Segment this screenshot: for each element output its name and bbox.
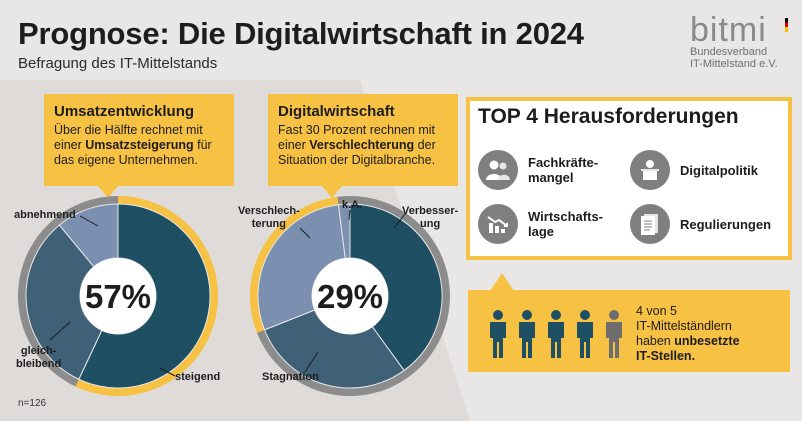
logo-line-2: IT-Mittelstand e.V. [690,58,778,70]
label-stagnation: Stagnation [262,371,319,383]
challenge-regulierungen: Regulierungen [630,204,771,244]
revenue-donut-ring-1 [17,218,79,387]
callout-tail [98,186,118,198]
declining-chart-icon [478,204,518,244]
top4-heading: TOP 4 Herausforderungen [478,105,739,128]
label-line-1: Wirtschafts- [528,209,604,224]
callout-tail [322,186,342,198]
leader-line-2 [159,367,176,377]
person-icon [577,310,593,358]
leader-line-1 [49,321,71,341]
page-title: Prognose: Die Digitalwirtschaft in 2024 [18,16,584,51]
revenue-text-bold: Umsatzsteigerung [85,138,194,152]
label-line-2: lage [528,224,555,239]
document-icon [630,204,670,244]
label-gleichbleibend: gleich- bleibend [16,345,62,370]
challenge-label: Wirtschafts-lage [528,209,603,239]
challenge-label: Regulierungen [680,216,772,232]
top4-box: TOP 4 Herausforderungen Fachkräfte-mange… [466,97,792,260]
label-abnehmend: abnehmend [14,209,76,221]
digital-donut-ring-0 [350,196,451,377]
shortage-text: 4 von 5 IT-Mittelständlern haben unbeset… [636,304,740,364]
leader-line-4 [348,209,351,221]
bottom-box-tail [490,273,514,291]
logo-line-1: Bundesverband [690,46,768,58]
digital-text-bold: Verschlechterung [309,138,415,152]
person-icon [519,310,535,358]
label-line-1: Fachkräfte- [528,155,599,170]
person-icon [548,310,564,358]
digital-heading: Digitalwirtschaft [278,103,395,120]
digital-donut-center [312,258,388,334]
shortage-line-3-bold: unbesetzte [674,334,740,348]
shortage-line-3a: haben [636,334,675,348]
revenue-heading: Umsatzentwicklung [54,103,195,120]
revenue-text-b: für das eigene Unternehmen. [54,138,212,167]
digital-text: Fast 30 Prozent rechnen mit einer Versch… [278,123,448,168]
leader-line-6 [304,351,319,373]
challenge-label: Digitalpolitik [680,162,758,178]
flag-icon [785,18,788,32]
digital-donut-slice-0 [349,203,443,372]
challenge-fachkraeftemangel: Fachkräfte-mangel [478,150,598,190]
sample-size-note: n=126 [18,398,47,409]
leader-line-5 [393,213,406,229]
label-steigend: steigend [175,371,221,383]
label-line-2: mangel [528,170,574,185]
challenge-label: Fachkräfte-mangel [528,155,598,185]
shortage-line-4: IT-Stellen. [636,349,696,363]
shortage-line-3: haben unbesetzte [636,334,740,349]
leader-line-3 [299,227,311,239]
revenue-text-a: Über die Hälfte rechnet mit einer [54,123,203,152]
digital-callout: Digitalwirtschaft Fast 30 Prozent rechne… [268,94,458,198]
challenge-digitalpolitik: Digitalpolitik [630,150,758,190]
digital-donut-ring-2 [249,196,339,333]
person-icon [606,310,622,358]
label-verschlechterung: Verschlech- terung [238,205,300,230]
digital-donut-center-label: 29% [317,278,383,315]
label-verbesserung: Verbesser- ung [402,205,459,230]
revenue-donut-center [80,258,156,334]
revenue-callout: Umsatzentwicklung Über die Hälfte rechne… [44,94,234,198]
digital-text-b: der Situation der Digitalbranche. [278,138,436,167]
label-ka: k.A. [342,199,363,211]
bitmi-logo: bitmi Bundesverband IT-Mittelstand e.V. [690,11,794,70]
revenue-donut-ring-2 [54,196,118,226]
person-icon [490,310,506,358]
page-subtitle: Befragung des IT-Mittelstands [18,55,218,72]
shortage-line-1: 4 von 5 [636,304,678,318]
digital-text-a: Fast 30 Prozent rechnen mit einer [278,123,436,152]
people-icon [478,150,518,190]
digital-donut-ring-3 [337,196,350,205]
five-people-icon [490,310,622,358]
shortage-box: 4 von 5 IT-Mittelständlern haben unbeset… [468,290,790,372]
shortage-line-2: IT-Mittelständlern [636,319,732,333]
leader-line-0 [79,215,99,227]
revenue-text: Über die Hälfte rechnet mit einer Umsatz… [54,123,224,168]
revenue-donut-center-label: 57% [85,278,151,315]
podium-speaker-icon [630,150,670,190]
challenge-wirtschaftslage: Wirtschafts-lage [478,204,603,244]
logo-mark: bitmi [690,11,767,49]
digital-donut-ring-1 [257,329,409,396]
